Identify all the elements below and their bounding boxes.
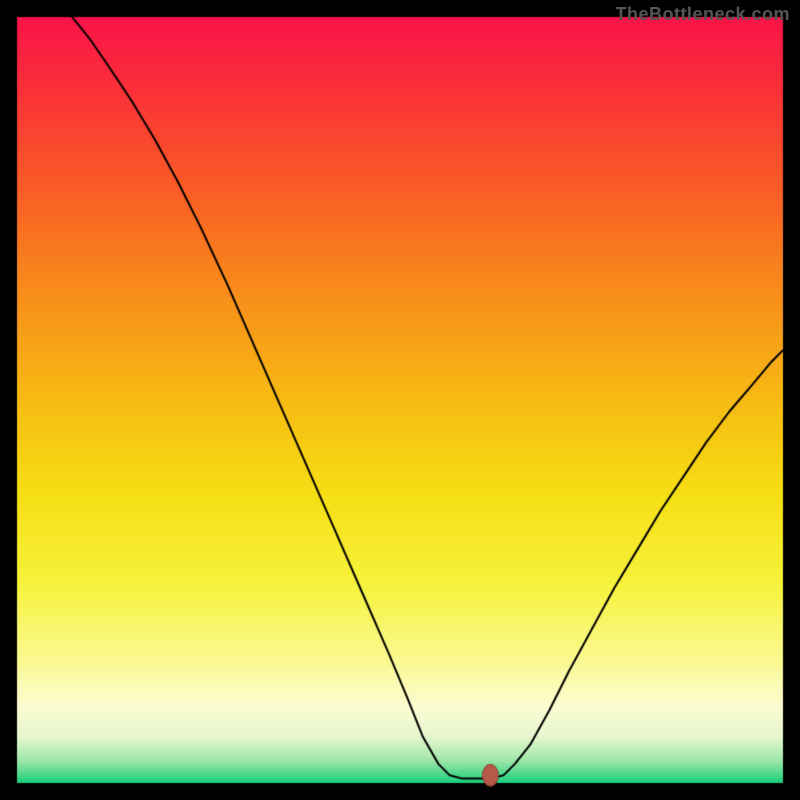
chart-container: TheBottleneck.com (0, 0, 800, 800)
bottleneck-chart-canvas (0, 0, 800, 800)
